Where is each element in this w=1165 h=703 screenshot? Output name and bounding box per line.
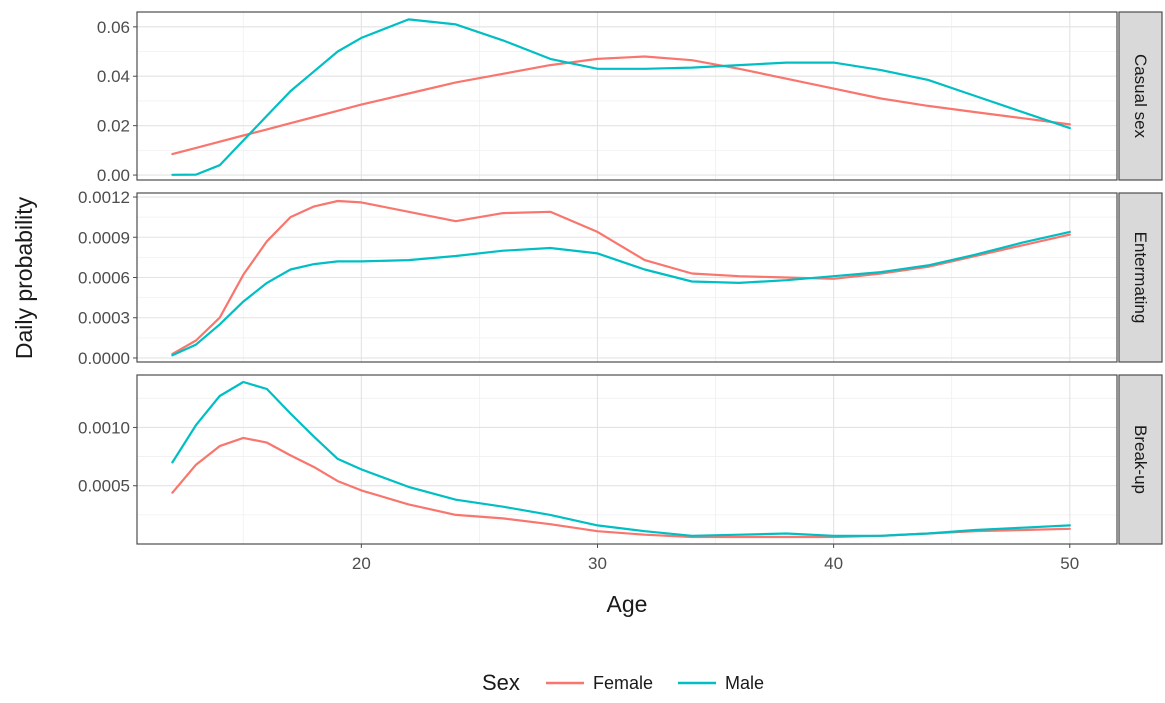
x-axis-title: Age: [607, 591, 648, 617]
panel-border: [136, 374, 1118, 545]
facet-strip: [1118, 374, 1163, 545]
facet-strip: [1118, 192, 1163, 363]
legend-label: Male: [725, 673, 764, 693]
panel-border: [136, 11, 1118, 181]
y-tick-label: 0.0006: [78, 269, 130, 288]
y-tick-label: 0.04: [97, 67, 130, 86]
x-tick-label: 40: [824, 554, 843, 573]
y-tick-label: 0.0000: [78, 349, 130, 368]
series-line-female: [171, 55, 1071, 156]
panel-0: 0.00 0.02 0.04 0.06 Casual sex: [97, 11, 1163, 185]
panel-1: 0.0000 0.0003 0.0006 0.0009 0.0012 Entermatin…: [78, 188, 1163, 368]
series-line-male: [171, 230, 1071, 357]
panel-2: 0.0005 0.0010 Break-up: [78, 374, 1163, 545]
facet-strip-label: Entermating: [1131, 232, 1150, 324]
y-axis-title: Daily probability: [11, 196, 37, 359]
y-tick-label: 0.02: [97, 117, 130, 136]
x-tick-label: 50: [1060, 554, 1079, 573]
legend-title: Sex: [482, 670, 520, 695]
legend: Sex Female Male: [482, 670, 764, 695]
series-line-male: [171, 18, 1071, 176]
y-tick-label: 0.0005: [78, 477, 130, 496]
series-line-female: [171, 199, 1071, 356]
x-tick-label: 20: [352, 554, 371, 573]
y-tick-label: 0.0010: [78, 418, 130, 437]
y-tick-label: 0.06: [97, 18, 130, 37]
y-tick-label: 0.00: [97, 166, 130, 185]
y-tick-label: 0.0009: [78, 228, 130, 247]
facet-strip-label: Break-up: [1131, 425, 1150, 494]
facet-strip: [1118, 11, 1163, 181]
panel-background: [137, 12, 1117, 180]
series-line-male: [171, 380, 1071, 537]
facet-strip-label: Casual sex: [1131, 54, 1150, 139]
panel-background: [137, 375, 1117, 544]
legend-label: Female: [593, 673, 653, 693]
x-tick-label: 30: [588, 554, 607, 573]
y-tick-label: 0.0003: [78, 309, 130, 328]
y-tick-label: 0.0012: [78, 188, 130, 207]
